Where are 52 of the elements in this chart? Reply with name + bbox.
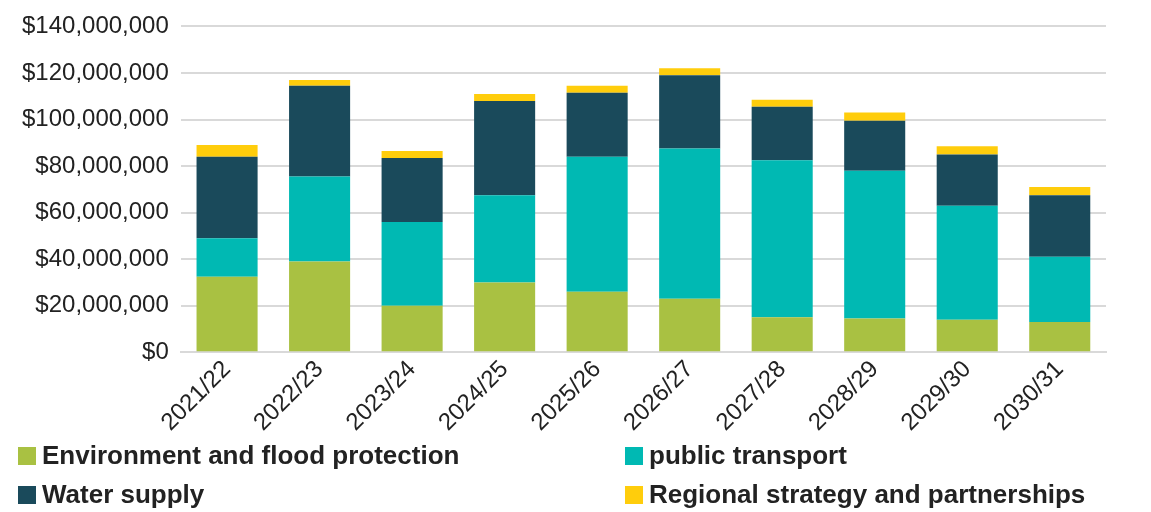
bar bbox=[566, 156, 628, 292]
y-tick-label: $100,000,000 bbox=[22, 104, 169, 132]
y-tick-label: $80,000,000 bbox=[35, 150, 169, 178]
y-tick-label: $0 bbox=[142, 336, 169, 364]
y-tick-label: $140,000,000 bbox=[22, 11, 169, 39]
bar bbox=[751, 160, 813, 318]
bar bbox=[289, 176, 351, 262]
y-tick-label: $60,000,000 bbox=[35, 197, 169, 225]
bar bbox=[936, 154, 998, 206]
bar bbox=[474, 93, 536, 101]
bar bbox=[196, 238, 258, 277]
legend-label: Regional strategy and partnerships bbox=[649, 479, 1086, 510]
bar bbox=[844, 170, 906, 319]
bar bbox=[474, 282, 536, 352]
bar bbox=[1029, 195, 1091, 257]
bar bbox=[751, 99, 813, 107]
bar bbox=[844, 318, 906, 352]
bar bbox=[289, 85, 351, 177]
bar bbox=[844, 120, 906, 171]
bar bbox=[566, 85, 628, 93]
bar bbox=[474, 195, 536, 283]
bar bbox=[289, 261, 351, 352]
bar bbox=[566, 92, 628, 157]
bar bbox=[1029, 256, 1091, 323]
bar bbox=[1029, 322, 1091, 352]
bar bbox=[196, 276, 258, 352]
bar bbox=[566, 291, 628, 352]
bar bbox=[936, 205, 998, 320]
bar bbox=[659, 75, 721, 149]
bar bbox=[659, 148, 721, 299]
bar bbox=[381, 150, 443, 158]
bar bbox=[659, 68, 721, 76]
bar bbox=[751, 106, 813, 161]
bar bbox=[936, 146, 998, 155]
bar bbox=[196, 156, 258, 239]
bar bbox=[936, 319, 998, 352]
legend-label: Water supply bbox=[42, 479, 205, 510]
y-tick-label: $20,000,000 bbox=[35, 290, 169, 318]
bar bbox=[381, 221, 443, 306]
bar bbox=[381, 157, 443, 222]
bar bbox=[474, 100, 536, 196]
bar bbox=[381, 305, 443, 352]
bar bbox=[289, 79, 351, 86]
bar bbox=[1029, 187, 1091, 196]
legend-label: public transport bbox=[649, 440, 847, 471]
bar bbox=[751, 317, 813, 352]
legend-label: Environment and flood protection bbox=[42, 440, 460, 471]
y-tick-label: $40,000,000 bbox=[35, 243, 169, 271]
bar bbox=[659, 298, 721, 352]
bar bbox=[844, 112, 906, 121]
y-tick-label: $120,000,000 bbox=[22, 57, 169, 85]
bar bbox=[196, 145, 258, 157]
